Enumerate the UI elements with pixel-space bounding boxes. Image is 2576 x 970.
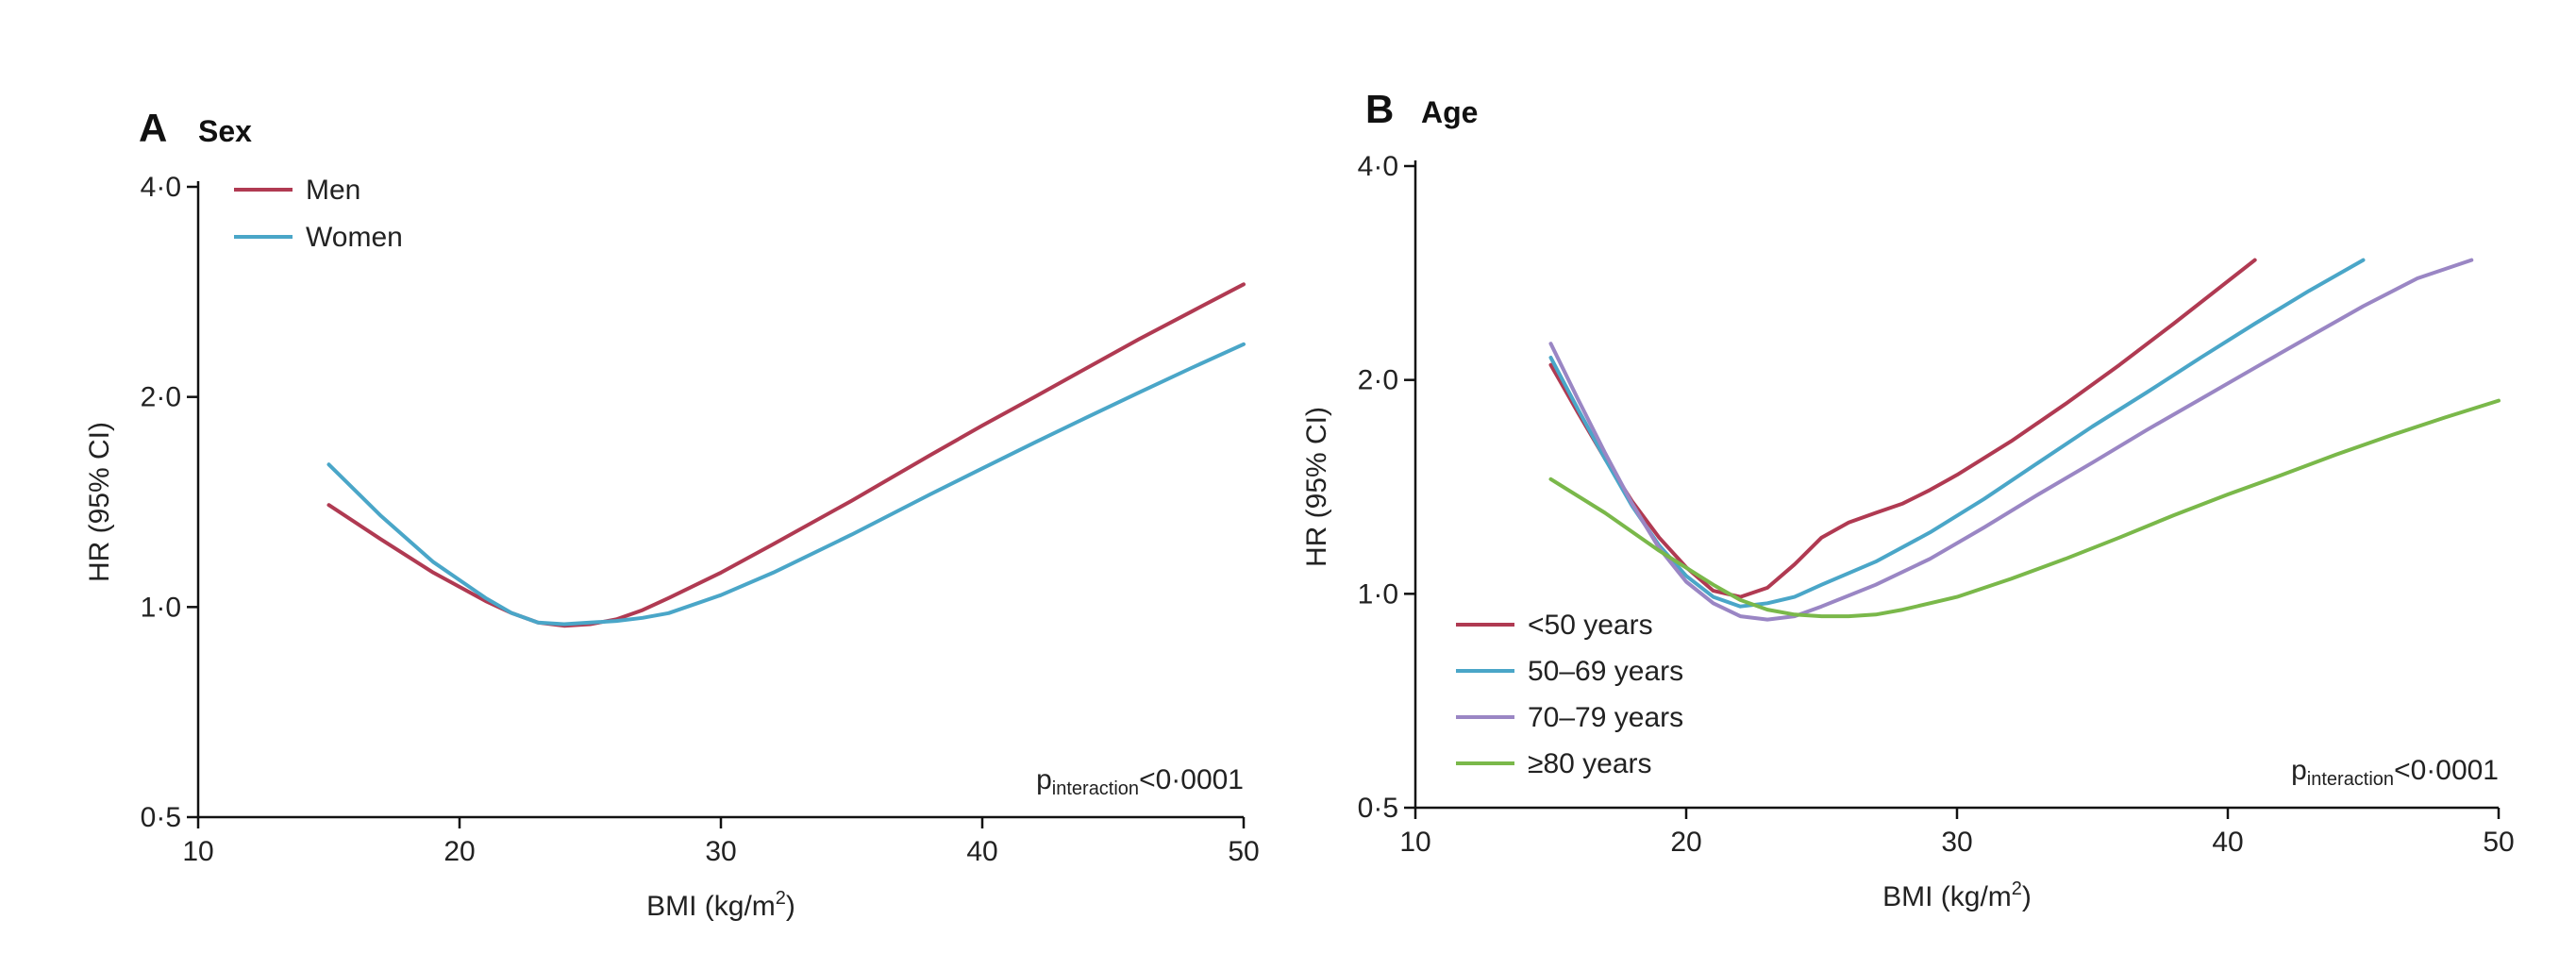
panel-title: Age [1421,95,1478,129]
y-axis-label: HR (95% CI) [84,422,115,582]
y-tick-label: 1·0 [141,592,181,623]
y-axis-label: HR (95% CI) [1301,407,1332,567]
panel-letter: B [1365,87,1394,131]
x-tick-label: 30 [1941,827,1972,858]
series-line-1 [326,282,1246,628]
panel-title: Sex [198,114,252,148]
x-tick-label: 20 [443,836,475,867]
x-tick-label: 30 [705,836,736,867]
y-tick-label: 2·0 [141,382,181,413]
legend-label: Men [306,175,360,206]
legend-label: Women [306,222,403,253]
y-tick-label: 0·5 [1358,793,1398,824]
series-line-3 [1548,258,2474,622]
y-tick-label: 0·5 [141,802,181,833]
p-interaction-annotation: pinteraction<0·0001 [1036,764,1244,799]
panel-b-age: B Age 10 20 30 40 50 0·5 1·0 2·0 4·0 BMI (kg/m2) HR … [1301,87,2515,912]
panel-a-sex: A Sex 10 20 30 40 50 0·5 1·0 2·0 4·0 BMI (kg/m2) HR … [84,106,1260,922]
y-tick-label: 1·0 [1358,578,1398,610]
y-tick-label: 4·0 [1358,151,1398,182]
x-tick-label: 20 [1670,827,1701,858]
series-line-1 [1548,258,2257,599]
x-tick-label: 50 [2483,827,2514,858]
p-interaction-annotation: pinteraction<0·0001 [2291,755,2499,790]
panel-letter: A [139,106,167,150]
x-axis-label: BMI (kg/m2) [646,888,795,922]
x-tick-label: 50 [1228,836,1259,867]
x-axis-label: BMI (kg/m2) [1882,878,2032,912]
y-tick-label: 2·0 [1358,365,1398,396]
legend-label: 70–79 years [1528,702,1683,733]
series-line-4 [1548,398,2501,619]
x-tick-label: 40 [2212,827,2243,858]
legend-label: 50–69 years [1528,656,1683,687]
legend-label: <50 years [1528,610,1653,641]
y-tick-label: 4·0 [141,172,181,203]
x-tick-label: 10 [1399,827,1430,858]
legend-label: ≥80 years [1528,748,1652,779]
x-tick-label: 10 [182,836,213,867]
series-line-2 [326,342,1246,627]
x-tick-label: 40 [966,836,997,867]
